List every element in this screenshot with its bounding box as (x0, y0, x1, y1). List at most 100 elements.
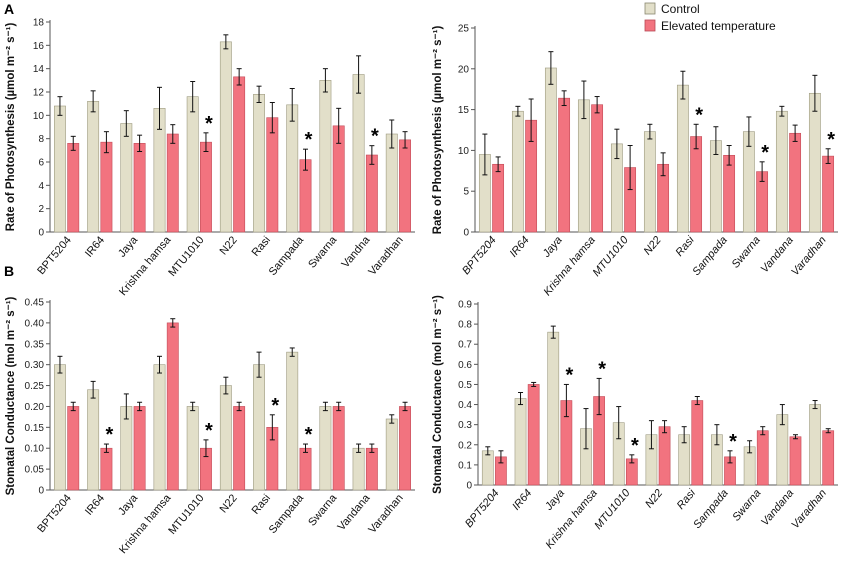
chart-stomatal-right: 0 0.1 0.2 0.3 0.4 0.5 0.6 0.7 0.8 0.9 Stomatal Con… (432, 295, 838, 551)
category-label: IR64 (83, 234, 107, 260)
y-tick-label: 4 (38, 181, 44, 192)
bar-control (219, 385, 232, 491)
significance-star: * (695, 104, 703, 126)
category-label: IR64 (83, 492, 107, 518)
panel-label-b: B (4, 263, 14, 279)
bar-control (511, 110, 524, 233)
bar-control (544, 67, 557, 233)
category-label: Vandna (339, 234, 373, 271)
panel-label-a: A (4, 1, 14, 17)
bar-elevated (399, 139, 411, 233)
bar-elevated (691, 400, 704, 486)
y-tick-label: 0.30 (25, 360, 45, 371)
significance-star: * (271, 395, 279, 417)
bar-elevated (299, 447, 312, 491)
bar-control (352, 74, 365, 233)
y-tick-label: 0.4 (458, 400, 472, 411)
category-label: N22 (218, 234, 240, 257)
bar-control (481, 450, 494, 486)
category-label: MTU1010 (166, 234, 206, 279)
y-tick-label: 0 (466, 481, 472, 492)
bar-elevated (233, 76, 246, 233)
bar-control (87, 389, 100, 491)
category-label: Sampada (690, 234, 729, 278)
category-label: BPT5204 (463, 487, 502, 530)
chart-photosynthesis-left: 0 2 4 6 8 10 12 14 16 18 Rate of Photosynthesis (µ… (5, 18, 415, 298)
y-axis-label: Stomatal Conductance (mol m⁻² s⁻¹) (5, 296, 17, 495)
category-label: Swarna (306, 492, 340, 529)
bar-control (808, 92, 821, 233)
bar-elevated (166, 322, 179, 491)
category-label: Rasi (250, 234, 273, 259)
bar-control (54, 105, 66, 233)
bar-control (385, 418, 398, 491)
y-tick-label: 2 (38, 204, 44, 215)
y-tick-label: 5 (463, 187, 469, 198)
y-tick-label: 6 (38, 158, 44, 169)
chart-stomatal-left: 0 0.05 0.10 0.15 0.20 0.25 0.30 0.35 0.40 0.45 Sto… (5, 296, 415, 556)
bar-elevated (100, 141, 113, 233)
bar-elevated (166, 133, 179, 233)
category-label: Jaya (540, 234, 565, 260)
category-label: BPT5204 (460, 234, 499, 277)
significance-star: * (565, 364, 573, 386)
y-tick-label: 0.5 (458, 380, 472, 391)
bar-control (186, 96, 199, 233)
category-label: Varadhan (366, 492, 405, 536)
y-tick-label: 0.2 (458, 440, 472, 451)
y-tick-label: 0.6 (458, 360, 472, 371)
y-tick-label: 16 (33, 41, 45, 52)
bar-control (676, 84, 689, 233)
bar-control (54, 364, 66, 491)
y-tick-label: 0.40 (25, 318, 45, 329)
bar-elevated (527, 384, 540, 486)
significance-star: * (106, 424, 114, 446)
category-label: Swarna (306, 234, 340, 271)
y-tick-label: 0.05 (25, 465, 45, 476)
chart-photosynthesis-right: 0 5 10 15 20 25 Rate of Photosynthesis (µmol m… (432, 24, 838, 298)
bar-elevated (133, 143, 146, 233)
category-label: Rasi (250, 492, 273, 517)
legend-label-control: Control (661, 2, 700, 16)
bar-elevated (558, 97, 571, 233)
y-tick-label: 0.1 (458, 460, 472, 471)
bar-elevated (100, 447, 113, 491)
bar-elevated (591, 104, 604, 233)
bar-control (775, 110, 788, 233)
significance-star: * (205, 113, 213, 135)
y-tick-label: 10 (33, 111, 45, 122)
category-label: Varadhan (366, 234, 405, 278)
bar-elevated (690, 136, 703, 233)
category-label: Rasi (673, 234, 697, 259)
bar-control (547, 331, 560, 486)
category-label: Sampada (691, 487, 730, 531)
category-label: Swarna (730, 487, 763, 523)
category-label: IR64 (508, 234, 532, 260)
y-tick-label: 8 (38, 134, 44, 145)
bar-elevated (658, 426, 671, 486)
bar-control (186, 406, 199, 491)
category-label: Swarna (730, 234, 763, 270)
category-label: N22 (642, 234, 664, 257)
significance-star: * (305, 129, 313, 151)
legend-swatch-elevated (644, 19, 656, 32)
bar-control (319, 80, 332, 233)
bar-control (514, 398, 527, 486)
bar-elevated (822, 155, 835, 233)
y-tick-label: 0.15 (25, 423, 45, 434)
bar-control (219, 41, 232, 233)
bar-elevated (365, 154, 378, 233)
bar-elevated (67, 143, 80, 233)
y-tick-label: 0.9 (458, 300, 472, 311)
y-tick-label: 0.35 (25, 339, 45, 350)
y-tick-label: 0.10 (25, 444, 45, 455)
bar-elevated (365, 447, 378, 491)
significance-star: * (598, 358, 606, 380)
bar-elevated (822, 430, 835, 486)
bar-elevated (67, 406, 80, 491)
bar-control (643, 131, 656, 233)
bar-control (87, 101, 100, 233)
bar-control (120, 123, 133, 233)
bar-elevated (266, 117, 279, 233)
